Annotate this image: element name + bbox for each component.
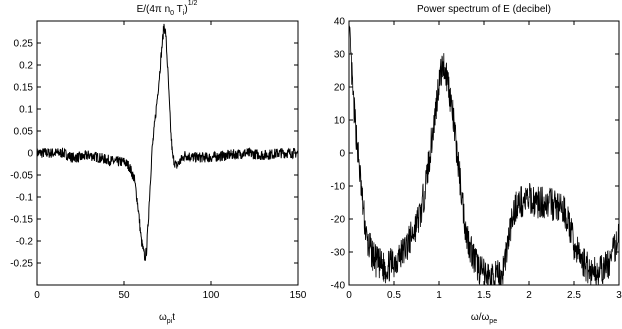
y-tick-label: -0.1 bbox=[16, 193, 34, 204]
x-tick-label: 100 bbox=[203, 290, 220, 301]
left-panel-efield: E/(4π n0 Ti)1/2 0 50 100 150-0.25-0.2-0.15-… bbox=[10, 0, 307, 325]
left-xlabel-part: ω bbox=[159, 312, 167, 323]
left-axis-ticks: 0 50 100 150 -0.25 -0.2 -0.15 -0.1 -0.05 0 0.05 0.1… bbox=[10, 21, 307, 301]
left-title-part: E/(4π n bbox=[137, 4, 171, 15]
y-tick-label: 40 bbox=[334, 17, 346, 28]
x-tick-label: 50 bbox=[118, 290, 130, 301]
y-tick-label: -0.25 bbox=[10, 259, 33, 270]
right-x-axis-label: ω/ωpe bbox=[471, 312, 497, 325]
y-tick-label: 30 bbox=[334, 50, 346, 61]
left-series-line bbox=[36, 23, 299, 261]
left-chart-title: E/(4π n0 Ti)1/2 bbox=[137, 0, 198, 17]
y-tick-label: 20 bbox=[334, 83, 346, 94]
y-tick-label: 10 bbox=[334, 116, 346, 127]
right-axis-ticks: 0 0.5 1 1.5 2 2.5 3 -40 -30 -20 -10 0 10 20 30 40 bbox=[331, 17, 622, 302]
x-tick-label: 2 bbox=[526, 290, 532, 301]
y-tick-label: -0.15 bbox=[10, 215, 33, 226]
left-xlabel-part: t bbox=[172, 312, 175, 323]
left-title-part: ) bbox=[184, 4, 187, 15]
x-tick-label: 3 bbox=[616, 290, 622, 301]
y-tick-label: 0.1 bbox=[19, 105, 33, 116]
left-x-axis-label: ωpit bbox=[159, 312, 175, 325]
left-title-part: 0 bbox=[170, 10, 174, 17]
left-title-part: 1/2 bbox=[188, 0, 198, 7]
x-tick-label: 0.5 bbox=[387, 290, 401, 301]
y-tick-label: -10 bbox=[331, 182, 346, 193]
y-tick-label: 0.15 bbox=[14, 83, 34, 94]
x-tick-label: 150 bbox=[290, 290, 307, 301]
y-tick-label: 0.25 bbox=[14, 39, 34, 50]
left-title-part: T bbox=[174, 4, 183, 15]
x-tick-label: 0 bbox=[346, 290, 352, 301]
y-tick-label: 0.05 bbox=[14, 127, 34, 138]
y-tick-label: 0 bbox=[27, 149, 33, 160]
x-tick-label: 0 bbox=[34, 290, 40, 301]
left-title-part: i bbox=[183, 10, 185, 17]
y-tick-label: -0.05 bbox=[10, 171, 33, 182]
y-tick-label: -30 bbox=[331, 248, 346, 259]
x-tick-label: 2.5 bbox=[567, 290, 581, 301]
right-xlabel-part: pe bbox=[489, 318, 497, 325]
x-tick-label: 1 bbox=[436, 290, 442, 301]
right-panel-power-spectrum: Power spectrum of E (decibel) 0 0.5 1 1.5 2 2… bbox=[331, 4, 622, 325]
right-series-line bbox=[348, 25, 620, 286]
y-tick-label: 0 bbox=[339, 149, 345, 160]
y-tick-label: 0.2 bbox=[19, 61, 33, 72]
right-xlabel-part: ω/ω bbox=[471, 312, 490, 323]
y-tick-label: -0.2 bbox=[16, 237, 34, 248]
y-tick-label: -20 bbox=[331, 215, 346, 226]
left-xlabel-part: pi bbox=[167, 318, 173, 325]
y-tick-label: -40 bbox=[331, 281, 346, 292]
right-chart-title: Power spectrum of E (decibel) bbox=[417, 4, 551, 15]
x-tick-label: 1.5 bbox=[477, 290, 491, 301]
